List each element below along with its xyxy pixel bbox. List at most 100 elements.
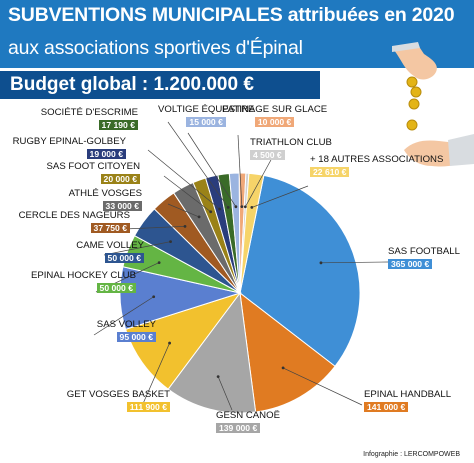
slice-name: VOLTIGE ÉQUESTRE	[158, 104, 255, 115]
leader-dot	[218, 207, 222, 211]
leader-line	[217, 376, 233, 411]
coin	[408, 98, 420, 110]
pie-slice	[167, 291, 257, 414]
slice-label: SAS FOOT CITOYEN 20 000 €	[46, 161, 140, 185]
leader-line	[237, 134, 243, 207]
leader-line	[245, 157, 273, 207]
leader-dot	[226, 206, 230, 209]
slice-name: + 18 AUTRES ASSOCIATIONS	[310, 154, 444, 165]
leader-dot	[157, 261, 161, 265]
slice-value: 17 190 €	[98, 119, 138, 130]
slice-value: 139 000 €	[216, 422, 261, 433]
leader-line	[123, 226, 186, 230]
pie-slice	[239, 172, 265, 294]
slice-label: SOCIÉTÉ D'ESCRIME 17 190 €	[40, 107, 138, 131]
leader-line	[93, 296, 154, 336]
leader-dot	[209, 210, 213, 214]
coin	[406, 76, 418, 88]
slice-label: VOLTIGE ÉQUESTRE 15 000 €	[158, 104, 255, 128]
slice-name: PATINAGE SUR GLACE	[222, 104, 328, 115]
leader-dot	[169, 240, 172, 244]
slice-name: SOCIÉTÉ D'ESCRIME	[40, 107, 138, 118]
leader-line	[251, 185, 309, 208]
pie-slice	[239, 174, 361, 367]
slice-label: RUGBY EPINAL-GOLBEY 19 000 €	[12, 136, 126, 160]
coin	[406, 119, 418, 131]
slice-name: RUGBY EPINAL-GOLBEY	[12, 136, 126, 147]
leader-dot	[216, 375, 220, 378]
slice-label: + 18 AUTRES ASSOCIATIONS 22 610 €	[310, 154, 444, 178]
budget-band	[0, 71, 320, 99]
slice-name: EPINAL HANDBALL	[364, 389, 452, 400]
slice-label: ATHLÉ VOSGES 33 000 €	[68, 188, 142, 212]
slice-label: CERCLE DES NAGEURS 37 750 €	[18, 210, 130, 234]
slice-label: TRIATHLON CLUB 4 500 €	[250, 137, 332, 161]
slice-value: 22 610 €	[310, 166, 350, 177]
leader-line	[147, 149, 220, 210]
slice-label: EPINAL HOCKEY CLUB 50 000 €	[30, 270, 136, 294]
coin-hand-illustration	[392, 42, 474, 167]
leader-dot	[243, 205, 247, 209]
slice-label: GESN CANOË 139 000 €	[216, 410, 280, 434]
leader-line	[163, 175, 211, 212]
slice-name: EPINAL HOCKEY CLUB	[30, 270, 136, 281]
slice-value: 10 000 €	[254, 116, 295, 127]
leader-line	[167, 121, 229, 208]
slice-value: 50 000 €	[104, 252, 144, 263]
leader-dot	[240, 205, 244, 209]
slice-name: CAME VOLLEY	[76, 240, 144, 251]
slice-label: EPINAL HANDBALL 141 000 €	[364, 389, 452, 413]
slice-name: ATHLÉ VOSGES	[68, 188, 142, 199]
coin	[410, 86, 422, 98]
title-line-1: SUBVENTIONS MUNICIPALES attribuées en 20…	[8, 4, 455, 26]
slice-name: SAS FOOT CITOYEN	[46, 161, 140, 172]
slice-label: SAS FOOTBALL 365 000 €	[388, 246, 460, 270]
slice-name: GESN CANOË	[216, 410, 280, 421]
leader-dot	[250, 206, 254, 209]
slice-value: 111 900 €	[126, 401, 170, 412]
slice-label: GET VOSGES BASKET 111 900 €	[66, 389, 170, 413]
slice-label: CAME VOLLEY 50 000 €	[76, 240, 144, 264]
leader-line	[282, 367, 363, 406]
leader-line	[187, 132, 237, 207]
slice-value: 365 000 €	[388, 258, 433, 269]
title-band-1	[0, 0, 474, 34]
slice-value: 15 000 €	[186, 116, 226, 127]
title-line-2: aux associations sportives d'Épinal	[8, 37, 303, 59]
budget-total: Budget global : 1.200.000 €	[10, 74, 254, 95]
slice-label: SAS VOLLEY 95 000 €	[96, 319, 156, 343]
leader-dot	[234, 205, 238, 209]
slice-name: CERCLE DES NAGEURS	[18, 210, 130, 221]
slice-value: 33 000 €	[102, 200, 142, 211]
credit: Infographie : LERCOMPOWEB	[363, 451, 460, 458]
leader-line	[141, 342, 170, 407]
slice-value: 37 750 €	[90, 222, 130, 233]
slice-value: 4 500 €	[250, 149, 285, 160]
leader-dot	[319, 261, 323, 265]
upper-hand	[392, 48, 437, 80]
slice-name: TRIATHLON CLUB	[250, 137, 332, 148]
pie-slice	[239, 291, 336, 413]
leader-dot	[197, 215, 201, 219]
slice-name: GET VOSGES BASKET	[66, 389, 170, 400]
slice-value: 19 000 €	[86, 148, 126, 159]
slice-value: 95 000 €	[116, 331, 156, 342]
pie-slices	[119, 172, 361, 414]
slice-name: SAS VOLLEY	[96, 319, 156, 330]
leader-dot	[183, 224, 187, 228]
slice-label: PATINAGE SUR GLACE 10 000 €	[222, 104, 328, 128]
leader-dot	[168, 341, 171, 345]
lower-hand-cuff	[448, 134, 474, 166]
upper-hand-cuff	[392, 42, 420, 52]
slice-name: SAS FOOTBALL	[388, 246, 460, 257]
leader-line	[320, 261, 389, 264]
slice-value: 141 000 €	[364, 401, 409, 412]
pie-slice	[124, 292, 242, 390]
leader-dot	[281, 366, 285, 370]
leader-dot	[152, 295, 156, 299]
slice-value: 50 000 €	[96, 282, 136, 293]
leader-line	[167, 203, 200, 218]
slice-value: 20 000 €	[100, 173, 140, 184]
